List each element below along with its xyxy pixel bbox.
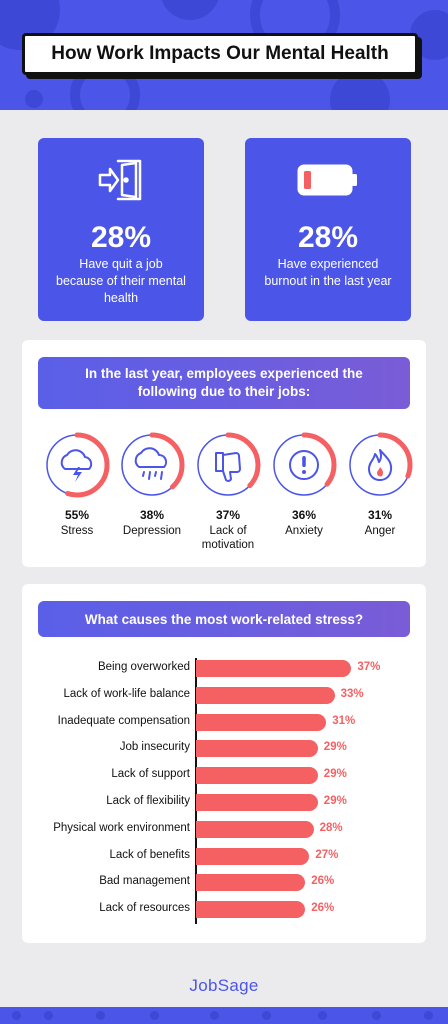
stat-description: Have experienced burnout in the last yea…: [264, 257, 392, 288]
gauge-arc: [44, 432, 110, 498]
door-exit-icon: [38, 158, 204, 202]
gauge-ring: [119, 432, 185, 498]
gauge-value: 37%: [215, 508, 241, 522]
gauge-arc: [195, 432, 261, 498]
bar: [196, 713, 327, 731]
bar-value-label: 33%: [340, 687, 364, 700]
stat-value: 28%: [90, 221, 152, 254]
gauge-label: Stress: [60, 525, 94, 537]
bar: [196, 820, 314, 838]
bar: [196, 901, 306, 919]
gauge-ring: [44, 432, 110, 498]
bar-value-label: 29%: [323, 768, 347, 781]
bar-value-label: 26%: [311, 875, 335, 888]
bar: [196, 660, 352, 677]
gauge-label: Depression: [122, 525, 182, 537]
bar: [196, 686, 335, 704]
bar: [196, 874, 306, 892]
low-battery-icon: [245, 158, 411, 202]
footer-strip: [0, 1007, 448, 1024]
title-box: How Work Impacts Our Mental Health: [22, 33, 418, 75]
bar-value-label: 37%: [357, 661, 381, 673]
page-title: How Work Impacts Our Mental Health: [51, 43, 389, 64]
stat-value: 28%: [297, 221, 359, 254]
bar: [196, 767, 318, 785]
gauge-depression: 38% Depression: [117, 430, 187, 538]
stress-causes-panel: What causes the most work-related stress…: [22, 584, 426, 943]
stat-card-quit: 28% Have quit a job because of their men…: [38, 138, 204, 321]
bar-row: Physical work environment 28%: [38, 817, 408, 844]
gauge-value: 36%: [291, 508, 317, 522]
bar-row: Being overworked 37%: [38, 656, 408, 683]
bar-value-label: 28%: [319, 821, 343, 834]
bar-value-label: 27%: [315, 848, 339, 861]
gauge-anxiety: 36% Anxiety: [269, 430, 339, 538]
bar-value-label: 31%: [332, 714, 356, 727]
bar-row: Lack of support 29%: [38, 763, 408, 790]
gauge-label: Anger: [364, 525, 396, 537]
gauge-arc: [119, 432, 185, 498]
bar: [196, 740, 318, 758]
thumbs-down-icon: [215, 452, 241, 482]
experiences-heading: In the last year, employees experienced …: [38, 357, 410, 409]
bar-chart-axis: [195, 658, 197, 924]
stat-card-burnout: 28% Have experienced burnout in the last…: [245, 138, 411, 321]
bar-row: Bad management 26%: [38, 870, 408, 897]
bar-value-label: 29%: [323, 741, 347, 754]
rain-cloud-icon: [134, 447, 168, 480]
bar-category-label: Being overworked: [97, 661, 190, 673]
bar-category-label: Bad management: [99, 875, 190, 888]
gauge-label: Lack of motivation: [201, 525, 255, 551]
bar-row: Lack of resources 26%: [38, 897, 408, 924]
gauge-anger: 31% Anger: [345, 430, 415, 538]
gauge-ring: [347, 432, 413, 498]
bar-row: Job insecurity 29%: [38, 736, 408, 763]
gauge-ring: [195, 432, 261, 498]
bar-row: Lack of work-life balance 33%: [38, 683, 408, 710]
stat-description: Have quit a job because of their mental …: [56, 257, 186, 305]
header-banner: How Work Impacts Our Mental Health: [0, 0, 448, 110]
storm-cloud-icon: [60, 449, 93, 482]
flame-icon: [368, 449, 393, 481]
decor-circle: [330, 70, 390, 110]
bar-value-label: 26%: [311, 902, 335, 915]
gauge-value: 31%: [367, 508, 393, 522]
gauge-arc: [347, 432, 413, 498]
stress-causes-heading: What causes the most work-related stress…: [38, 601, 410, 637]
bar-category-label: Lack of resources: [99, 902, 190, 915]
gauge-stress: 55% Stress: [42, 430, 112, 538]
bar-row: Lack of benefits 27%: [38, 844, 408, 871]
gauge-arc: [271, 432, 337, 498]
decor-circle: [160, 0, 220, 20]
gauge-ring: [271, 432, 337, 498]
bar: [196, 794, 318, 811]
bar-category-label: Job insecurity: [119, 741, 190, 754]
exclamation-icon: [289, 450, 319, 480]
jobsage-logo: JobSage: [189, 976, 259, 995]
bar-category-label: Lack of support: [111, 768, 190, 781]
gauge-value: 38%: [139, 508, 165, 522]
bar-category-label: Inadequate compensation: [57, 714, 190, 727]
bar-category-label: Lack of benefits: [109, 848, 190, 861]
gauge-label: Anxiety: [285, 525, 323, 537]
bar-row: Inadequate compensation 31%: [38, 710, 408, 737]
bar-row: Lack of flexibility 29%: [38, 790, 408, 817]
decor-dot: [25, 90, 43, 108]
bar-category-label: Lack of work-life balance: [63, 687, 190, 700]
gauge-value: 55%: [64, 508, 90, 522]
bar-category-label: Lack of flexibility: [106, 795, 190, 807]
gauge-lack-of-motivation: 37% Lack of motivation: [193, 430, 263, 552]
bar: [196, 847, 310, 865]
bar-value-label: 29%: [323, 795, 347, 807]
bar-category-label: Physical work environment: [53, 821, 190, 834]
